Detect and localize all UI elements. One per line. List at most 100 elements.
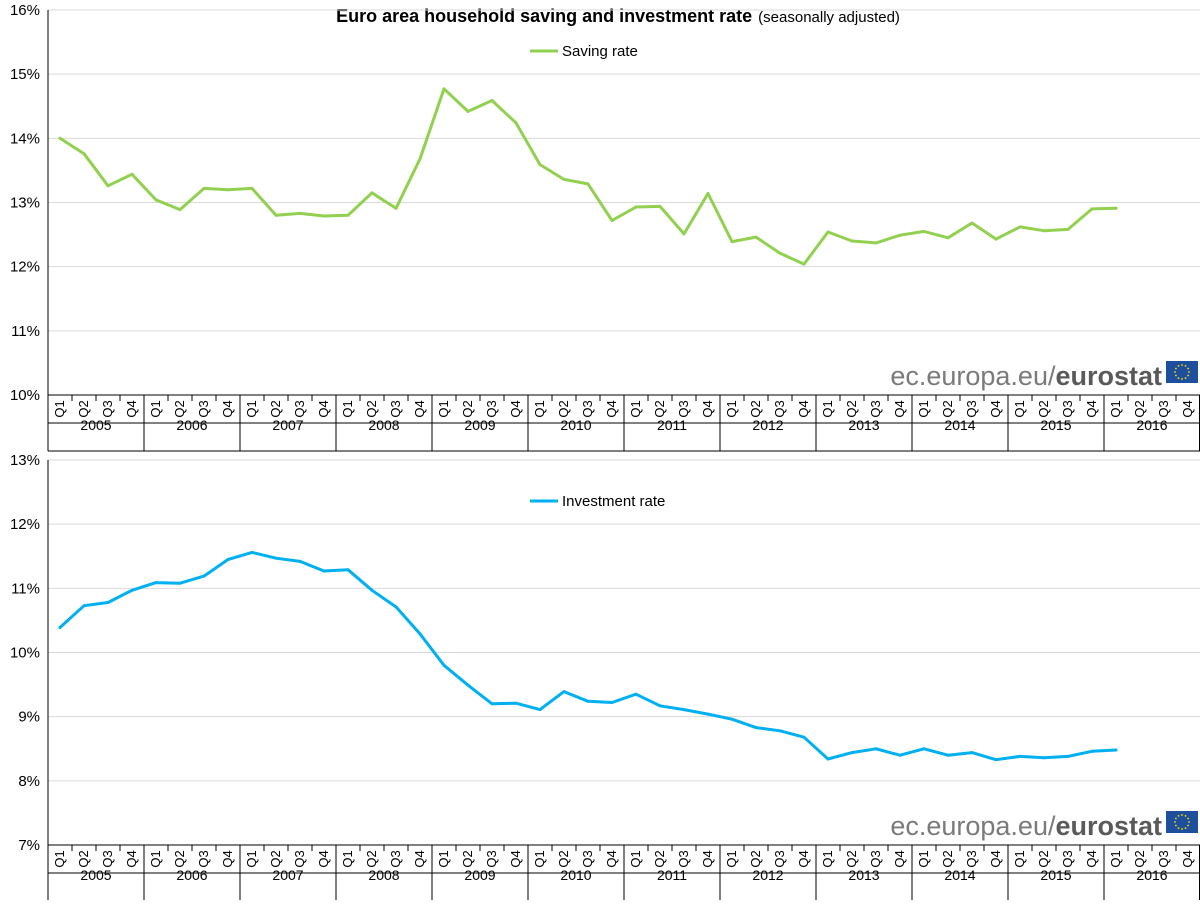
data-point xyxy=(130,172,134,176)
eu-flag-star xyxy=(1184,815,1187,817)
quarter-label: Q2 xyxy=(652,850,667,867)
data-point xyxy=(58,136,62,140)
data-point xyxy=(322,214,326,218)
quarter-label: Q2 xyxy=(364,850,379,867)
quarter-label: Q1 xyxy=(340,850,355,867)
year-label: 2009 xyxy=(464,867,495,883)
watermark-brand: eurostat xyxy=(1055,361,1162,391)
eu-flag-star xyxy=(1188,371,1190,373)
quarter-label: Q4 xyxy=(796,400,811,417)
quarter-label: Q1 xyxy=(628,400,643,417)
quarter-label: Q3 xyxy=(196,400,211,417)
eu-flag-star xyxy=(1184,377,1187,379)
data-point xyxy=(538,163,542,167)
year-label: 2005 xyxy=(80,867,111,883)
quarter-label: Q3 xyxy=(676,400,691,417)
quarter-label: Q4 xyxy=(988,850,1003,867)
data-point xyxy=(178,208,182,212)
data-point xyxy=(898,233,902,237)
quarter-label: Q4 xyxy=(508,400,523,417)
watermark-brand: eurostat xyxy=(1055,811,1162,841)
quarter-label: Q2 xyxy=(652,400,667,417)
eu-flag-star xyxy=(1175,824,1177,827)
quarter-label: Q1 xyxy=(1108,400,1123,417)
quarter-label: Q4 xyxy=(1180,400,1195,417)
eu-flag-star xyxy=(1184,827,1187,829)
quarter-label: Q2 xyxy=(76,850,91,867)
data-point xyxy=(778,251,782,255)
quarter-label: Q2 xyxy=(364,400,379,417)
eu-flag-star xyxy=(1174,371,1176,373)
quarter-label: Q4 xyxy=(892,400,907,417)
investment-rate-panel: 7% 8% 9% 10% 11% 12% 13% Q1 Q2 Q3 Q4 2005 Q1 Q2 Q3 Q4 20… xyxy=(10,452,1200,902)
quarter-label: Q3 xyxy=(580,400,595,417)
year-label: 2009 xyxy=(464,417,495,433)
eu-flag-icon xyxy=(1166,811,1198,833)
quarter-label: Q3 xyxy=(964,850,979,867)
quarter-label: Q3 xyxy=(100,850,115,867)
quarter-label: Q3 xyxy=(484,400,499,417)
data-point xyxy=(994,237,998,241)
eu-flag-icon xyxy=(1166,361,1198,383)
quarter-label: Q1 xyxy=(340,400,355,417)
quarter-label: Q2 xyxy=(1132,400,1147,417)
quarter-label: Q1 xyxy=(148,850,163,867)
data-point xyxy=(466,109,470,113)
quarter-label: Q3 xyxy=(964,400,979,417)
y-tick-label: 14% xyxy=(10,130,40,147)
quarter-label: Q2 xyxy=(844,850,859,867)
series-line-0 xyxy=(58,550,1118,762)
quarter-label: Q4 xyxy=(316,400,331,417)
quarter-label: Q3 xyxy=(100,400,115,417)
quarter-label: Q2 xyxy=(940,400,955,417)
quarter-label: Q4 xyxy=(700,850,715,867)
quarter-label: Q1 xyxy=(916,850,931,867)
quarter-label: Q1 xyxy=(148,400,163,417)
year-label: 2014 xyxy=(944,417,975,433)
quarter-label: Q4 xyxy=(412,400,427,417)
data-point xyxy=(250,550,254,554)
data-point xyxy=(58,626,62,629)
watermark-prefix: ec.europa.eu/ xyxy=(890,361,1056,391)
eu-flag-star xyxy=(1177,377,1180,379)
year-label: 2006 xyxy=(176,867,207,883)
data-point xyxy=(490,702,494,706)
y-tick-label: 10% xyxy=(10,387,40,404)
eu-flag-star xyxy=(1175,374,1177,377)
quarter-label: Q4 xyxy=(1084,400,1099,417)
eu-flag-star xyxy=(1187,817,1189,820)
quarter-label: Q4 xyxy=(508,850,523,867)
quarter-label: Q3 xyxy=(868,400,883,417)
data-point xyxy=(802,735,806,739)
eu-flag-star xyxy=(1181,364,1183,366)
data-point xyxy=(610,701,614,704)
quarter-label: Q4 xyxy=(892,850,907,867)
quarter-label: Q3 xyxy=(676,850,691,867)
year-label: 2011 xyxy=(657,417,687,433)
data-point xyxy=(250,186,254,190)
data-point xyxy=(658,704,662,708)
data-point xyxy=(802,262,806,266)
quarter-label: Q1 xyxy=(52,850,67,867)
year-label: 2007 xyxy=(272,867,303,883)
data-point xyxy=(394,605,398,609)
legend-label: Investment rate xyxy=(562,493,665,510)
data-point xyxy=(1090,749,1094,753)
quarter-label: Q4 xyxy=(1084,850,1099,867)
eu-flag-star xyxy=(1177,365,1180,367)
year-label: 2008 xyxy=(368,417,399,433)
y-tick-label: 15% xyxy=(10,66,40,83)
year-label: 2012 xyxy=(752,867,783,883)
quarter-label: Q3 xyxy=(388,400,403,417)
eu-flag-star xyxy=(1174,821,1176,823)
data-point xyxy=(1018,754,1022,758)
quarter-label: Q2 xyxy=(172,850,187,867)
data-point xyxy=(970,221,974,225)
data-point xyxy=(442,87,446,91)
data-point xyxy=(1114,206,1118,210)
y-tick-label: 16% xyxy=(10,2,40,19)
y-tick-label: 11% xyxy=(11,580,40,597)
data-point xyxy=(826,230,830,234)
saving-rate-panel: 10% 11% 12% 13% 14% 15% 16% Q1 Q2 Q3 Q4 2005 Q1 Q2 Q3 Q… xyxy=(10,2,1200,452)
